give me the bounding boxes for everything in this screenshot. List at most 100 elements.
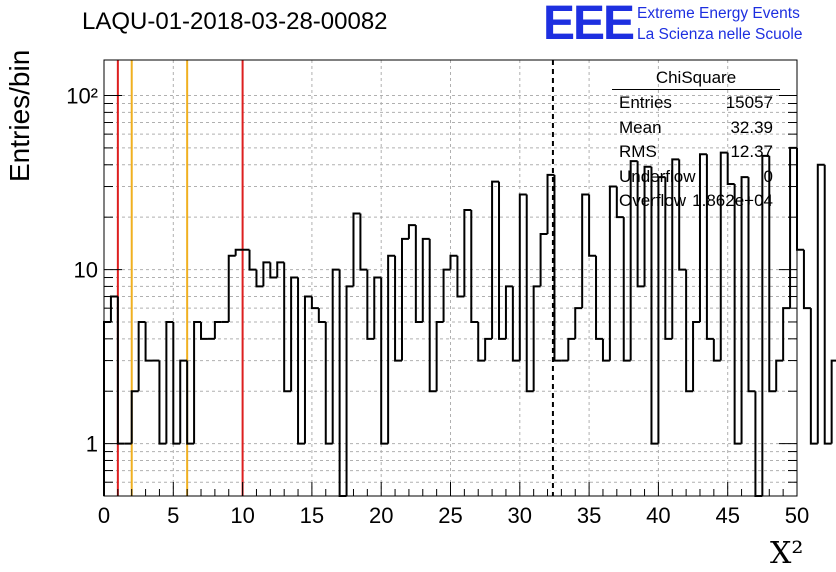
histogram-bin [692, 320, 700, 392]
y-axis-label: Entries/bin [4, 49, 35, 182]
histogram-bin [761, 154, 770, 496]
histogram-bin [622, 217, 631, 362]
histogram-bin [498, 181, 506, 340]
stats-label: Overflow [619, 191, 687, 210]
histogram-bin [269, 262, 278, 279]
histogram-bin [775, 359, 784, 392]
histogram-bin [290, 276, 299, 392]
histogram-bin [186, 360, 195, 445]
histogram-bin [477, 321, 486, 362]
histogram-bins [103, 146, 836, 497]
histogram-bin [685, 269, 694, 393]
histogram-bin [712, 338, 721, 362]
histogram-bin [525, 194, 534, 393]
y-tick-label: 1 [86, 432, 98, 457]
histogram-bin [657, 176, 666, 444]
histogram-bin [650, 166, 659, 445]
histogram-bin [352, 212, 361, 287]
histogram-bin [823, 164, 832, 445]
histogram-bin [421, 237, 430, 322]
histogram-bin [567, 337, 576, 361]
histogram-bin [179, 359, 188, 444]
stats-row-underflow: Underflow 0 [612, 165, 780, 190]
histogram-bin [165, 320, 174, 444]
histogram-bin [789, 146, 797, 309]
histogram-bin [733, 184, 742, 445]
histogram-bin [297, 277, 305, 445]
eee-logo: EEE [543, 0, 635, 50]
histogram-bin [698, 153, 707, 322]
histogram-bin [595, 255, 603, 340]
x-tick-label: 40 [646, 503, 670, 528]
histogram-bin [137, 320, 146, 392]
histogram-bin [213, 320, 222, 339]
histogram-bin [546, 173, 555, 235]
x-tick-label: 20 [369, 503, 393, 528]
histogram-bin [109, 295, 118, 322]
histogram-bin [726, 152, 735, 186]
histogram-bin [456, 255, 465, 298]
axes: 0 5 10 15 20 25 30 35 40 45 50 1 10 10² [66, 59, 809, 528]
x-tick-label: 45 [715, 503, 739, 528]
histogram-bin [629, 160, 638, 361]
histogram-bin [484, 337, 493, 361]
x-tick-label: 15 [300, 503, 324, 528]
histogram-bin [262, 261, 271, 287]
stats-row-mean: Mean 32.39 [612, 116, 780, 141]
x-tick-label: 25 [438, 503, 462, 528]
histogram-bin [130, 390, 139, 444]
histogram-bin [303, 295, 312, 444]
histogram-bin [809, 308, 818, 445]
x-tick-label: 0 [98, 503, 110, 528]
stats-label: Entries [619, 93, 672, 112]
histogram-bin [310, 296, 319, 310]
x-tick-label: 35 [577, 503, 601, 528]
histogram-bin [449, 254, 458, 270]
stats-value: 12.37 [730, 142, 773, 161]
histogram-bin [830, 359, 836, 444]
histogram-bin [491, 180, 500, 339]
histogram-bin [317, 308, 326, 323]
histogram-bin [796, 147, 804, 251]
histogram-bin [636, 161, 645, 288]
histogram-bin [664, 177, 673, 340]
x-tick-label: 50 [785, 503, 809, 528]
histogram-bin [387, 254, 396, 444]
histogram-bin [539, 233, 548, 287]
x-tick-label: 30 [508, 503, 532, 528]
histogram-bin [414, 225, 423, 323]
histogram-bin [255, 269, 264, 288]
stats-label: RMS [619, 142, 657, 161]
histogram-bin [511, 286, 520, 362]
histogram-bin [116, 296, 125, 445]
histogram-bin [227, 254, 236, 322]
histogram-bin [276, 261, 285, 278]
histogram-bin [394, 255, 402, 362]
chart-title: LAQU-01-2018-03-28-00082 [82, 8, 388, 35]
stats-label: Mean [619, 117, 662, 137]
histogram-bin [331, 268, 340, 444]
histogram-bin [553, 174, 562, 362]
x-axis-label: X² [770, 536, 804, 571]
histogram-bin [158, 360, 167, 445]
stats-row-overflow: Overflow 1.862e+04 [612, 189, 780, 214]
histogram-bin [283, 262, 292, 393]
logo-line-1: Extreme Energy Events [637, 5, 800, 22]
histogram-bin [532, 285, 541, 392]
stats-value: 15057 [725, 93, 773, 112]
histogram-bin [504, 285, 513, 339]
histogram-bin [324, 321, 333, 445]
stats-value: 1.862e+04 [692, 191, 773, 210]
histogram-bin [359, 213, 368, 271]
y-tick-label: 10² [66, 84, 98, 109]
histogram-bin [200, 321, 208, 340]
histogram-bin [366, 269, 375, 340]
stats-title: ChiSquare [612, 68, 780, 90]
histogram-bin [608, 185, 617, 361]
histogram-bin [435, 320, 444, 392]
stats-row-rms: RMS 12.37 [612, 140, 780, 165]
histogram-bin [380, 277, 389, 445]
histogram-bin [248, 249, 257, 271]
stats-box: ChiSquare Entries 15057 Mean 32.39 RMS 12.3… [612, 68, 780, 214]
